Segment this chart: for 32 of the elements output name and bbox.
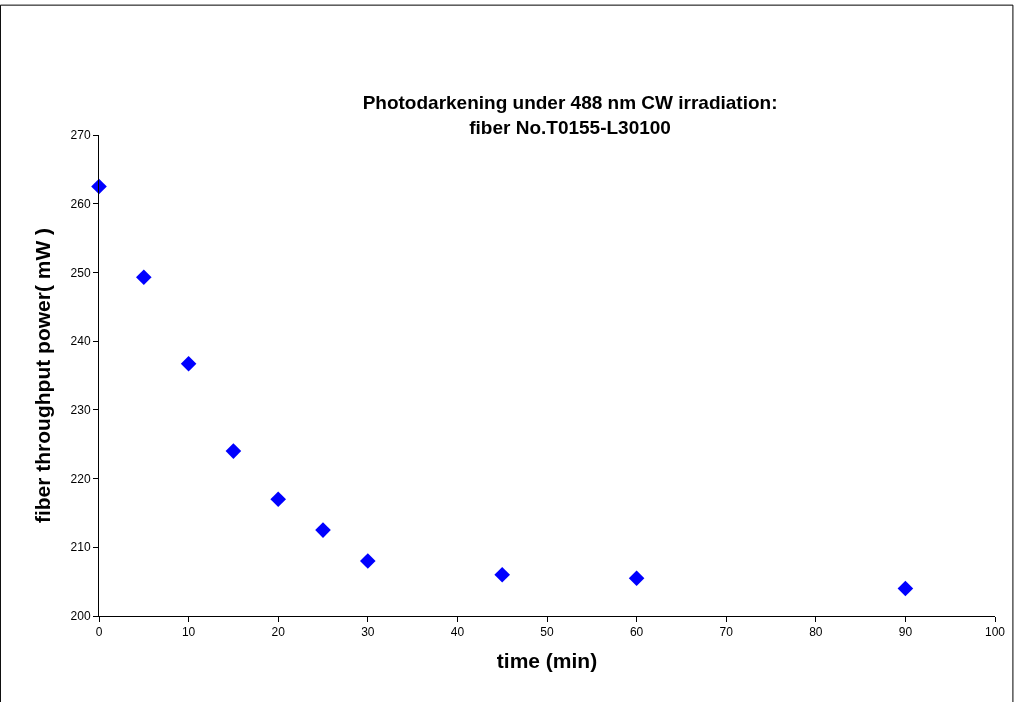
- x-tick-label: 80: [809, 625, 823, 640]
- point: [897, 580, 914, 597]
- y-tick-label: 210: [70, 540, 91, 555]
- point: [315, 522, 331, 538]
- x-tick-label: 90: [898, 625, 913, 640]
- x-tick-label: 50: [540, 625, 554, 640]
- point: [136, 269, 152, 286]
- y-tick-label: 250: [70, 265, 91, 280]
- y-tick-label: 260: [70, 196, 91, 211]
- point: [225, 443, 242, 459]
- x-tick-label: 60: [629, 625, 644, 640]
- y-tick-label: 240: [70, 334, 91, 349]
- y-tick-label: 230: [70, 403, 91, 418]
- point: [360, 553, 376, 569]
- x-tick-label: 70: [719, 625, 734, 640]
- chart-title: Photodarkening under 488 nm CW irradiation: fiber No.T0155-L30100: [362, 91, 778, 138]
- point: [270, 491, 286, 507]
- y-tick-label: 270: [70, 128, 91, 143]
- x-tick-label: 40: [450, 625, 465, 640]
- x-tick-label: 10: [181, 625, 196, 640]
- x-axis-title: time (min): [496, 648, 598, 672]
- x-tick-label: 0: [95, 625, 103, 640]
- x-tick-label: 100: [984, 625, 1006, 640]
- point: [180, 356, 197, 372]
- point: [494, 566, 510, 583]
- x-tick-label: 30: [361, 625, 375, 640]
- y-tick-label: 200: [70, 609, 91, 624]
- y-axis-title: fiber throughput power( mW ): [30, 227, 54, 524]
- point: [91, 178, 107, 195]
- point: [628, 570, 645, 587]
- y-tick-label: 220: [70, 471, 91, 486]
- x-tick-label: 20: [271, 625, 286, 640]
